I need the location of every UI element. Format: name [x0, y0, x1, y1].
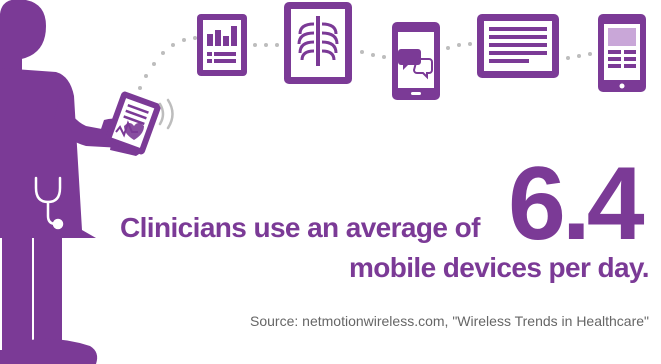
headline-tail: mobile devices per day. [348, 252, 650, 283]
stethoscope-icon [34, 176, 64, 230]
document-tablet-icon [477, 14, 559, 78]
chart-tablet-icon [197, 14, 247, 76]
headline-lead: Clinicians use an average of [120, 212, 480, 243]
chat-phone-icon [392, 22, 440, 100]
wireless-signal-icon [158, 98, 174, 130]
clinician-figure [0, 0, 142, 364]
average-devices-number: 6.4 [508, 146, 645, 262]
xray-tablet-icon [284, 2, 352, 84]
dotted-connector [138, 36, 592, 90]
layout-phone-icon [598, 14, 646, 92]
handheld-tablet-icon [105, 91, 161, 155]
source-citation: Source: netmotionwireless.com, "Wireless… [250, 313, 649, 329]
